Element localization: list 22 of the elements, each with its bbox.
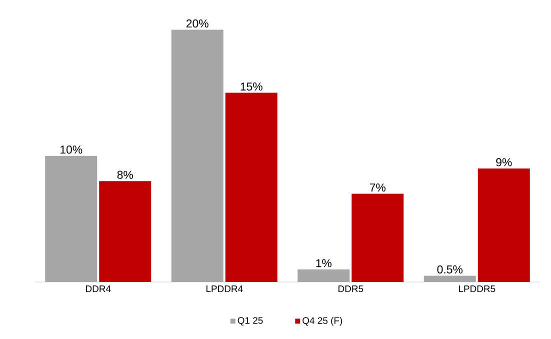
bar [298, 269, 350, 282]
data-label: 20% [186, 19, 208, 28]
data-label: 8% [117, 170, 133, 179]
bar [352, 194, 404, 282]
bar [424, 276, 476, 282]
x-tick-label: DDR4 [86, 286, 111, 292]
data-label: 1% [316, 259, 332, 268]
bar [171, 30, 224, 282]
legend-label: Q4 25 (F) [302, 316, 342, 326]
x-tick-label: DDR5 [338, 286, 364, 292]
bar [45, 156, 98, 282]
data-label: 9% [496, 158, 512, 166]
data-label: 7% [370, 183, 386, 192]
x-tick-label: LPDDR5 [458, 286, 496, 292]
x-tick-label: LPDDR4 [206, 286, 243, 292]
bar [225, 92, 278, 282]
data-label: 0.5% [437, 265, 463, 274]
bar [478, 168, 530, 282]
data-label: 15% [240, 82, 262, 91]
legend-label: Q1 25 [238, 317, 263, 326]
bar [99, 181, 152, 282]
data-label: 10% [60, 146, 82, 154]
